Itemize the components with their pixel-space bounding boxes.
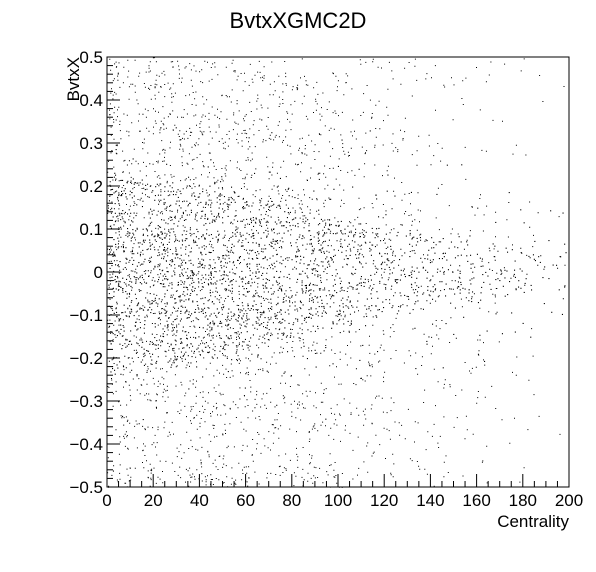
y-tick-label: −0.2 — [69, 349, 103, 368]
x-tick-label: 60 — [236, 491, 255, 510]
x-tick-label: 20 — [144, 491, 163, 510]
y-tick-label: 0.5 — [79, 48, 103, 67]
y-tick-label: −0.5 — [69, 478, 103, 497]
x-axis-ticks: 0 20 40 60 80 100 120 140 160 180 200 — [102, 474, 583, 510]
x-tick-label: 0 — [102, 491, 111, 510]
y-axis-ticks: −0.5 −0.4 −0.3 −0.2 −0.1 0 0.1 0.2 0.3 0.4 0.5 — [69, 48, 120, 497]
y-tick-label: −0.4 — [69, 435, 103, 454]
y-tick-label: 0 — [94, 263, 103, 282]
x-tick-label: 180 — [509, 491, 537, 510]
x-tick-label: 40 — [190, 491, 209, 510]
x-tick-label: 120 — [370, 491, 398, 510]
x-tick-label: 160 — [462, 491, 490, 510]
y-tick-label: 0.1 — [79, 220, 103, 239]
x-tick-label: 140 — [416, 491, 444, 510]
y-tick-label: 0.3 — [79, 134, 103, 153]
x-tick-label: 100 — [324, 491, 352, 510]
y-tick-label: −0.1 — [69, 306, 103, 325]
chart-title: BvtxXGMC2D — [230, 8, 367, 33]
x-tick-label: 80 — [282, 491, 301, 510]
y-axis-label: BvtxX — [64, 57, 83, 101]
y-tick-label: 0.2 — [79, 177, 103, 196]
y-tick-label: −0.3 — [69, 392, 103, 411]
x-tick-label: 200 — [555, 491, 583, 510]
x-axis-label: Centrality — [497, 512, 569, 531]
y-tick-label: 0.4 — [79, 91, 103, 110]
